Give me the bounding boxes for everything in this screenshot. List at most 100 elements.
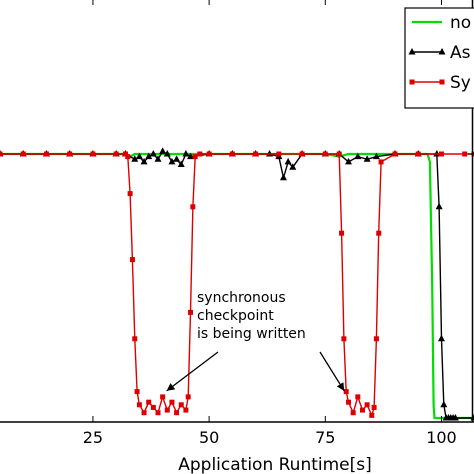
data-point-Sy (125, 154, 131, 160)
series-line-As (0, 150, 474, 419)
data-point-As (345, 157, 353, 165)
data-point-As (284, 157, 292, 165)
data-point-Sy (188, 309, 194, 315)
data-point-Sy (146, 399, 152, 405)
data-point-Sy (160, 394, 166, 400)
data-point-Sy (132, 336, 138, 342)
x-tick-label: 25 (83, 428, 103, 447)
data-point-As (135, 152, 143, 160)
data-point-Sy (376, 230, 382, 236)
data-point-As (149, 150, 157, 157)
annotation-arrow (319, 351, 345, 392)
data-point-Sy (127, 191, 133, 197)
annotation-line: is being written (197, 326, 306, 342)
data-point-As (131, 155, 139, 162)
data-point-Sy (350, 410, 356, 416)
data-point-As (451, 414, 459, 421)
data-point-Sy (122, 151, 128, 157)
x-axis-ticks: 25 50 75 100 (83, 0, 474, 447)
data-point-Sy (197, 151, 203, 157)
data-point-As (372, 152, 380, 160)
data-point-Sy (0, 151, 3, 157)
legend-label: Sy (450, 73, 471, 93)
data-point-As (168, 157, 176, 165)
data-point-Sy (462, 151, 468, 157)
data-point-As (289, 163, 297, 170)
x-tick-label: 75 (315, 428, 335, 447)
data-point-Sy (322, 151, 328, 157)
data-point-Sy (364, 402, 370, 408)
data-point-As (154, 155, 162, 162)
x-tick-label: 50 (199, 428, 219, 447)
data-point-Sy (164, 407, 170, 413)
data-point-As (437, 334, 445, 342)
data-point-Sy (113, 151, 119, 157)
data-point-Sy (373, 336, 379, 342)
data-point-As (187, 152, 195, 160)
data-point-Sy (134, 389, 140, 395)
x-tick-label: 100 (426, 428, 457, 447)
data-point-Sy (129, 257, 135, 263)
legend-box (404, 7, 474, 109)
series-no (0, 152, 474, 420)
data-point-As (163, 150, 171, 157)
data-point-As (182, 150, 190, 157)
data-point-Sy (359, 407, 365, 413)
data-point-Sy (276, 151, 282, 157)
data-point-Sy (415, 151, 421, 157)
data-point-As (140, 157, 148, 165)
data-point-Sy (299, 151, 305, 157)
data-point-Sy (341, 336, 347, 342)
data-point-As (440, 400, 448, 408)
data-point-Sy (185, 394, 191, 400)
series-layer (0, 147, 474, 421)
data-point-Sy (346, 399, 352, 405)
legend-label: As (450, 43, 471, 63)
data-point-As (433, 150, 441, 157)
legend-marker-Sy (439, 79, 445, 85)
data-point-Sy (438, 151, 444, 157)
data-point-Sy (253, 151, 259, 157)
legend-marker-As (408, 48, 416, 55)
data-point-Sy (369, 412, 375, 418)
annotation-arrow (166, 351, 219, 392)
data-point-Sy (150, 404, 156, 410)
data-point-Sy (339, 230, 345, 236)
series-Sy (0, 151, 474, 418)
data-point-As (173, 155, 181, 162)
data-point-Sy (229, 151, 235, 157)
plot-frame (0, 0, 474, 423)
data-point-Sy (155, 410, 161, 416)
data-point-Sy (20, 151, 26, 157)
data-point-Sy (136, 402, 142, 408)
data-point-Sy (90, 151, 96, 157)
annotation-line: synchronous (197, 290, 286, 306)
data-point-Sy (43, 151, 49, 157)
series-As (0, 147, 474, 421)
x-axis-label: Application Runtime[s] (178, 455, 372, 474)
data-point-As (363, 155, 371, 162)
data-point-Sy (355, 394, 361, 400)
data-point-Sy (174, 410, 180, 416)
data-point-As (145, 152, 153, 160)
data-point-As (159, 147, 167, 154)
data-point-Sy (178, 402, 184, 408)
annotation: synchronous checkpoint is being written (166, 290, 345, 392)
data-point-Sy (169, 399, 175, 405)
annotation-line: checkpoint (197, 308, 274, 324)
data-point-As (279, 173, 287, 181)
data-point-Sy (371, 404, 377, 410)
data-point-Sy (392, 151, 398, 157)
data-point-Sy (190, 204, 196, 210)
legend: no As Sy (404, 7, 474, 109)
data-point-As (354, 152, 362, 160)
data-point-Sy (206, 151, 212, 157)
data-point-As (435, 202, 443, 210)
data-point-Sy (378, 159, 384, 165)
legend-label: no (450, 13, 471, 33)
data-point-As (266, 150, 274, 157)
data-point-Sy (343, 389, 349, 395)
data-point-Sy (183, 407, 189, 413)
series-line-no (0, 152, 474, 420)
data-point-Sy (336, 151, 342, 157)
